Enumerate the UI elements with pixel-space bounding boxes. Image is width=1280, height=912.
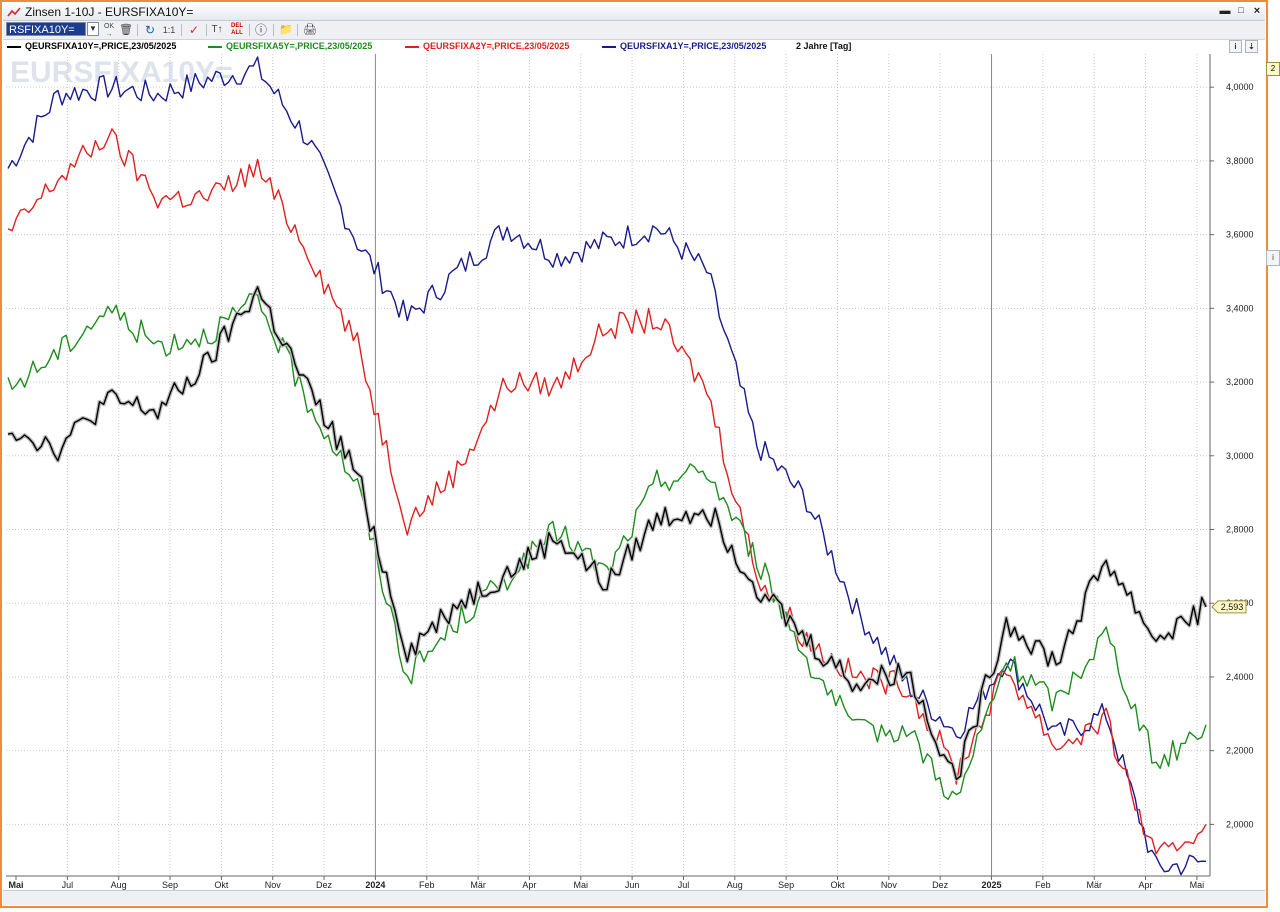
toolbar-separator: [181, 24, 182, 36]
y-tick-label: 4,0000: [1226, 82, 1254, 92]
x-tick-label: Sep: [162, 880, 178, 890]
refresh-icon[interactable]: ↻: [144, 23, 156, 37]
x-tick-label: Apr: [522, 880, 536, 890]
series-line: [7, 286, 1207, 781]
x-tick-label: Feb: [419, 880, 435, 890]
last-value-label: 2,593: [1221, 602, 1244, 612]
legend-swatch: [405, 45, 419, 48]
y-tick-label: 2,4000: [1226, 672, 1254, 682]
delete-all-button[interactable]: DEL ALL: [229, 23, 245, 37]
trash-icon[interactable]: 🗑: [119, 24, 133, 36]
folder-icon[interactable]: 📁: [279, 24, 293, 36]
draw-line-icon[interactable]: ✓: [188, 23, 200, 37]
series-line: [7, 56, 1207, 876]
toolbar-separator: [297, 24, 298, 36]
x-tick-label: Jul: [678, 880, 690, 890]
info-icon[interactable]: ⓘ: [254, 23, 267, 37]
x-tick-label: Nov: [265, 880, 282, 890]
legend-item-10y[interactable]: QEURSFIXA10Y=,PRICE,23/05/2025: [7, 41, 176, 51]
legend-label: QEURSFIXA1Y=,PRICE,23/05/2025: [620, 41, 767, 51]
y-tick-label: 3,6000: [1226, 230, 1254, 240]
x-tick-label: 2024: [365, 880, 385, 890]
toolbar-separator: [249, 24, 250, 36]
print-icon[interactable]: 🖨: [303, 24, 317, 36]
x-tick-label: Aug: [727, 880, 743, 890]
close-icon[interactable]: ×: [1253, 5, 1261, 17]
x-tick-label: Dez: [932, 880, 949, 890]
legend-label: QEURSFIXA10Y=,PRICE,23/05/2025: [25, 41, 177, 51]
series-line: [7, 128, 1207, 855]
x-tick-label: Aug: [111, 880, 127, 890]
title-bar: Zinsen 1-10J - EURSFIXA10Y= ▬ □ ×: [3, 4, 1265, 21]
legend-info-button[interactable]: i: [1229, 40, 1242, 53]
x-tick-label: Mär: [470, 880, 486, 890]
x-tick-label: Apr: [1139, 880, 1153, 890]
x-tick-label: Jun: [625, 880, 640, 890]
last-value-tag: [1211, 600, 1247, 614]
legend-label: QEURSFIXA5Y=,PRICE,23/05/2025: [226, 41, 373, 51]
bottom-scrollbar[interactable]: [3, 890, 1265, 905]
legend-period: 2 Jahre [Tag]: [796, 41, 852, 51]
window-title: Zinsen 1-10J - EURSFIXA10Y=: [25, 5, 194, 19]
x-tick-label: Mär: [1086, 880, 1102, 890]
ric-input[interactable]: RSFIXA10Y=: [6, 22, 86, 36]
price-line-chart[interactable]: EURSFIXA10Y= 4,0000 3,8000 3,6000 3,4000 3,2…: [0, 0, 1268, 890]
x-tick-label: Okt: [214, 880, 229, 890]
toolbar-separator: [206, 24, 207, 36]
x-tick-label: Mai: [1190, 880, 1205, 890]
y-tick-label: 3,8000: [1226, 156, 1254, 166]
legend-item-1y[interactable]: QEURSFIXA1Y=,PRICE,23/05/2025: [602, 41, 766, 51]
x-tick-label: Okt: [830, 880, 845, 890]
x-tick-label: Feb: [1035, 880, 1051, 890]
chart-app-icon: [7, 7, 21, 17]
series-line: [7, 293, 1207, 800]
side-value-marker: 2: [1266, 62, 1280, 76]
x-tick-label: Mai: [8, 880, 23, 890]
ric-dropdown-icon[interactable]: ▼: [87, 22, 99, 36]
legend-expand-button[interactable]: ⇣: [1245, 40, 1258, 53]
y-tick-label: 2,8000: [1226, 525, 1254, 535]
y-tick-label: 2,0000: [1226, 819, 1254, 829]
y-tick-label: 3,2000: [1226, 377, 1254, 387]
x-tick-label: Mai: [574, 880, 589, 890]
legend-swatch: [208, 45, 222, 48]
y-tick-label: 3,4000: [1226, 303, 1254, 313]
text-tool-icon[interactable]: T↑: [211, 24, 223, 35]
plot-area: [4, 54, 1210, 876]
all-label: ALL: [231, 30, 243, 36]
side-info-button[interactable]: i: [1266, 250, 1280, 266]
legend-item-2y[interactable]: QEURSFIXA2Y=,PRICE,23/05/2025: [405, 41, 569, 51]
ok-button[interactable]: OK →: [103, 23, 115, 38]
x-tick-label: Sep: [778, 880, 794, 890]
legend-swatch: [602, 45, 616, 48]
minimize-icon[interactable]: ▬: [1219, 5, 1231, 17]
toolbar-separator: [273, 24, 274, 36]
y-tick-label: 3,0000: [1226, 451, 1254, 461]
toolbar-separator: [137, 24, 138, 36]
ok-label: OK: [103, 23, 115, 30]
y-tick-label: 2,2000: [1226, 746, 1254, 756]
maximize-icon[interactable]: □: [1238, 5, 1244, 15]
ratio-button[interactable]: 1:1: [162, 25, 176, 35]
del-label: DEL: [231, 23, 243, 29]
x-tick-label: Nov: [881, 880, 898, 890]
legend-label: QEURSFIXA2Y=,PRICE,23/05/2025: [423, 41, 570, 51]
chart-watermark: EURSFIXA10Y=: [10, 56, 233, 89]
legend-swatch: [7, 45, 21, 48]
chart-legend: QEURSFIXA10Y=,PRICE,23/05/2025 QEURSFIXA…: [3, 39, 1265, 53]
x-tick-label: Jul: [62, 880, 74, 890]
legend-item-5y[interactable]: QEURSFIXA5Y=,PRICE,23/05/2025: [208, 41, 372, 51]
x-tick-label: 2025: [982, 880, 1002, 890]
x-tick-label: Dez: [316, 880, 333, 890]
chart-toolbar: RSFIXA10Y= ▼ OK → 🗑 ↻ 1:1 ✓ T↑ DEL ALL ⓘ 📁…: [3, 21, 1265, 40]
